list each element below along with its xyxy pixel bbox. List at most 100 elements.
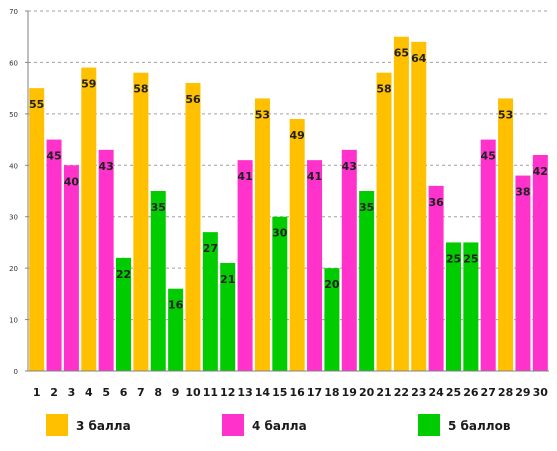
bar xyxy=(498,98,514,371)
data-label: 36 xyxy=(428,196,444,209)
bar xyxy=(463,242,479,371)
y-tick-label: 40 xyxy=(9,162,18,170)
data-label: 42 xyxy=(533,165,548,178)
data-label: 35 xyxy=(359,201,374,214)
x-tick-label: 10 xyxy=(185,386,201,399)
data-label: 16 xyxy=(168,299,184,312)
x-tick-label: 25 xyxy=(446,386,461,399)
bar xyxy=(116,257,132,371)
data-label: 58 xyxy=(376,83,391,96)
x-tick-label: 24 xyxy=(428,386,444,399)
bar xyxy=(133,72,149,371)
grid-lines xyxy=(28,10,549,321)
data-label: 45 xyxy=(481,150,496,163)
data-label: 65 xyxy=(394,47,409,60)
x-tick-label: 29 xyxy=(515,386,530,399)
data-label: 55 xyxy=(29,98,44,111)
y-tick-label: 60 xyxy=(9,59,18,67)
bar xyxy=(289,119,305,371)
data-label: 43 xyxy=(98,160,113,173)
data-label: 40 xyxy=(64,175,80,188)
data-label: 53 xyxy=(498,108,513,121)
bars: 5545405943225835165627214153304941204335… xyxy=(29,36,548,372)
data-label: 25 xyxy=(463,252,478,265)
bar xyxy=(480,139,496,371)
bar xyxy=(445,242,461,371)
bar xyxy=(254,98,270,371)
x-tick-label: 18 xyxy=(324,386,339,399)
legend-label: 3 балла xyxy=(76,419,131,433)
bar xyxy=(29,88,45,372)
bar xyxy=(411,41,427,371)
bar xyxy=(324,268,340,371)
x-tick-label: 14 xyxy=(255,386,271,399)
bar xyxy=(515,175,531,371)
data-label: 49 xyxy=(290,129,305,142)
bar xyxy=(220,263,236,371)
x-tick-label: 4 xyxy=(85,386,93,399)
x-tick-label: 5 xyxy=(102,386,110,399)
data-label: 45 xyxy=(46,150,61,163)
legend-swatch xyxy=(418,414,440,436)
legend-swatch xyxy=(46,414,68,436)
bar xyxy=(359,191,375,371)
data-label: 30 xyxy=(272,227,288,240)
bar xyxy=(63,165,79,371)
bar xyxy=(272,216,288,371)
x-tick-label: 2 xyxy=(50,386,58,399)
x-tick-label: 26 xyxy=(463,386,479,399)
x-tick-label: 17 xyxy=(307,386,322,399)
y-tick-label: 30 xyxy=(9,214,18,222)
x-tick-label: 27 xyxy=(481,386,496,399)
legend-swatch xyxy=(222,414,244,436)
y-tick-label: 0 xyxy=(14,368,18,376)
data-label: 41 xyxy=(307,170,322,183)
x-tick-label: 13 xyxy=(237,386,252,399)
bar xyxy=(46,139,62,371)
data-label: 35 xyxy=(151,201,166,214)
bar xyxy=(428,185,444,371)
x-tick-label: 22 xyxy=(394,386,409,399)
legend-label: 5 баллов xyxy=(448,419,511,433)
x-tick-label: 9 xyxy=(172,386,180,399)
data-label: 22 xyxy=(116,268,131,281)
x-tick-label: 11 xyxy=(203,386,218,399)
data-label: 59 xyxy=(81,78,96,91)
data-label: 27 xyxy=(203,242,218,255)
data-label: 43 xyxy=(342,160,357,173)
data-label: 20 xyxy=(324,278,340,291)
bar xyxy=(532,155,548,371)
x-tick-label: 30 xyxy=(533,386,549,399)
bar xyxy=(168,288,184,371)
x-tick-label: 3 xyxy=(68,386,76,399)
data-label: 38 xyxy=(515,186,530,199)
bar xyxy=(202,232,218,371)
bar xyxy=(81,67,97,372)
y-tick-label: 20 xyxy=(9,265,18,273)
x-tick-label: 21 xyxy=(376,386,391,399)
data-label: 41 xyxy=(237,170,252,183)
data-label: 21 xyxy=(220,273,235,286)
data-label: 25 xyxy=(446,252,461,265)
data-label: 56 xyxy=(185,93,201,106)
x-tick-label: 8 xyxy=(154,386,162,399)
x-tick-label: 23 xyxy=(411,386,426,399)
legend-label: 4 балла xyxy=(252,419,307,433)
bar xyxy=(185,83,201,371)
bar xyxy=(150,191,166,371)
x-tick-label: 1 xyxy=(33,386,41,399)
legend: 3 балла 4 балла 5 баллов xyxy=(46,414,511,436)
bar xyxy=(393,36,409,371)
x-tick-label: 20 xyxy=(359,386,375,399)
bar xyxy=(376,72,392,371)
y-tick-label: 50 xyxy=(9,111,18,119)
data-label: 64 xyxy=(411,52,427,65)
bar xyxy=(341,149,357,371)
data-label: 53 xyxy=(255,108,270,121)
bar xyxy=(307,160,323,371)
bar xyxy=(98,149,114,371)
bar xyxy=(237,160,253,371)
x-tick-label: 16 xyxy=(290,386,306,399)
